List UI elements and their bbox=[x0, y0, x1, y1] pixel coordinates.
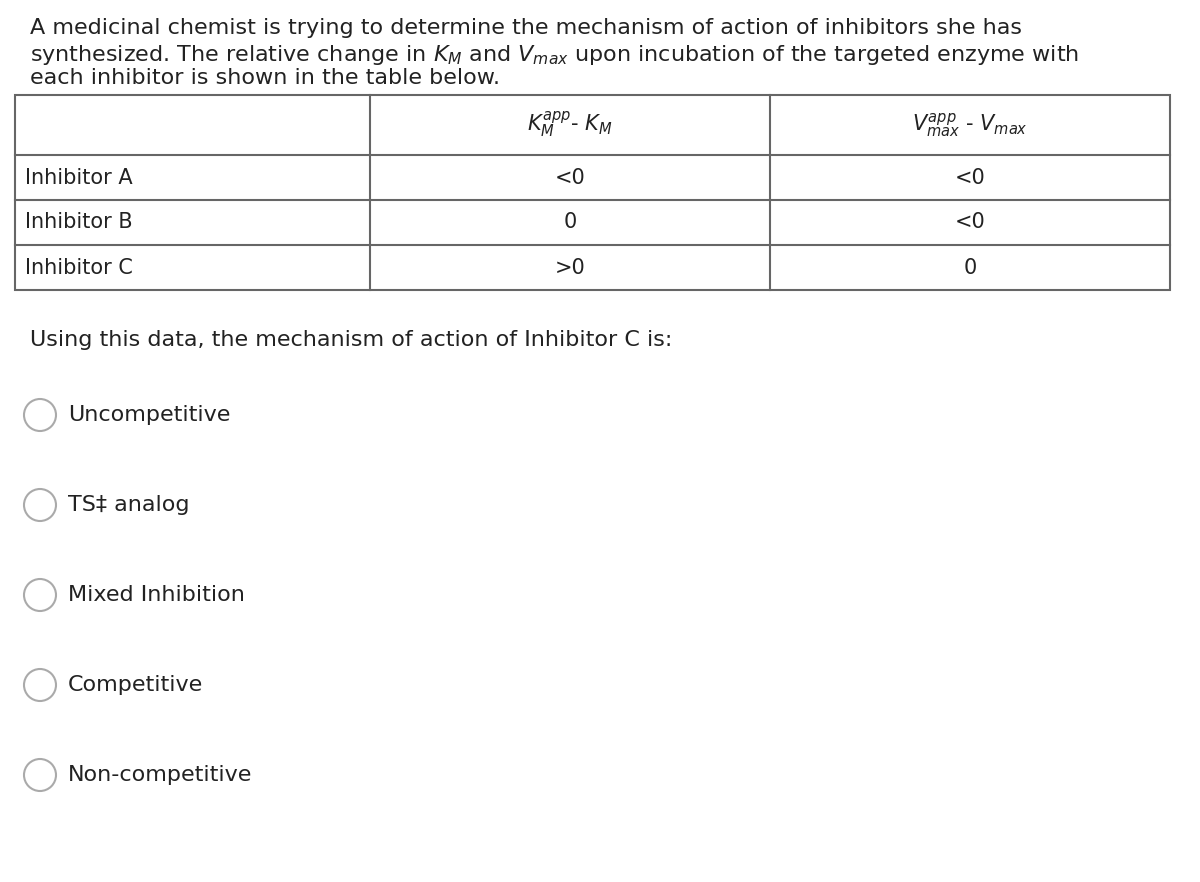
Text: each inhibitor is shown in the table below.: each inhibitor is shown in the table bel… bbox=[30, 68, 500, 87]
Text: A medicinal chemist is trying to determine the mechanism of action of inhibitors: A medicinal chemist is trying to determi… bbox=[30, 18, 1022, 38]
Bar bbox=[14, 95, 1170, 290]
Text: $V_{max}^{app}$ - $V_{max}$: $V_{max}^{app}$ - $V_{max}$ bbox=[912, 111, 1028, 139]
Text: synthesized. The relative change in $K_M$ and $V_{max}$ upon incubation of the t: synthesized. The relative change in $K_M… bbox=[30, 43, 1079, 67]
Circle shape bbox=[24, 489, 56, 521]
Circle shape bbox=[24, 759, 56, 791]
Text: Using this data, the mechanism of action of Inhibitor C is:: Using this data, the mechanism of action… bbox=[30, 330, 672, 350]
Text: Mixed Inhibition: Mixed Inhibition bbox=[68, 585, 245, 605]
Circle shape bbox=[24, 669, 56, 701]
Text: Uncompetitive: Uncompetitive bbox=[68, 405, 230, 425]
Circle shape bbox=[24, 399, 56, 431]
Circle shape bbox=[24, 579, 56, 611]
Text: $K_M^{app}$- $K_M$: $K_M^{app}$- $K_M$ bbox=[527, 110, 613, 140]
Text: 0: 0 bbox=[563, 213, 577, 233]
Text: <0: <0 bbox=[955, 168, 985, 188]
Text: 0: 0 bbox=[964, 258, 977, 278]
Text: >0: >0 bbox=[554, 258, 586, 278]
Text: Competitive: Competitive bbox=[68, 675, 203, 695]
Text: <0: <0 bbox=[554, 168, 586, 188]
Text: Non-competitive: Non-competitive bbox=[68, 765, 252, 785]
Text: TS‡ analog: TS‡ analog bbox=[68, 495, 190, 515]
Text: Inhibitor A: Inhibitor A bbox=[25, 168, 133, 188]
Text: Inhibitor C: Inhibitor C bbox=[25, 258, 133, 278]
Text: <0: <0 bbox=[955, 213, 985, 233]
Text: Inhibitor B: Inhibitor B bbox=[25, 213, 133, 233]
